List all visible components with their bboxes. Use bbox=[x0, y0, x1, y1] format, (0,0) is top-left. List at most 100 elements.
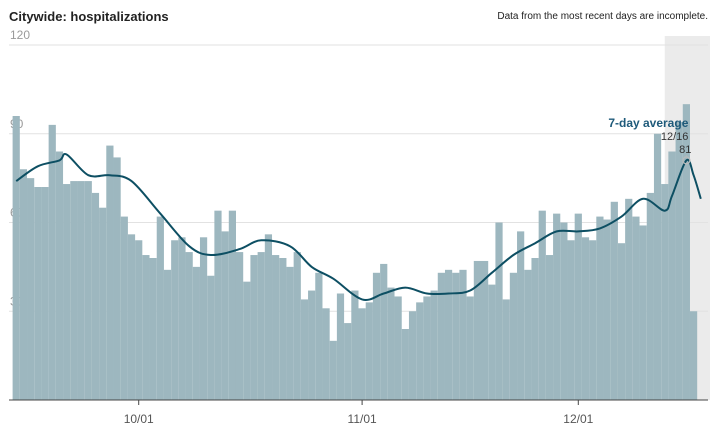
bar bbox=[63, 184, 71, 400]
incomplete-data-note: Data from the most recent days are incom… bbox=[497, 11, 708, 22]
bar bbox=[264, 234, 273, 400]
x-tick-label: 11/01 bbox=[348, 412, 377, 426]
bar bbox=[178, 237, 186, 400]
bar bbox=[387, 287, 395, 400]
bar bbox=[553, 213, 561, 400]
bar bbox=[668, 151, 676, 400]
bar bbox=[48, 124, 56, 400]
bar bbox=[192, 266, 200, 400]
bar bbox=[502, 299, 510, 400]
bar bbox=[358, 308, 366, 400]
bar bbox=[603, 219, 611, 400]
bar bbox=[473, 260, 482, 400]
bar bbox=[34, 187, 42, 400]
bar bbox=[293, 252, 301, 400]
bar bbox=[495, 222, 503, 400]
bar bbox=[135, 240, 143, 400]
bar bbox=[430, 290, 438, 400]
bar bbox=[163, 269, 172, 400]
bar bbox=[272, 255, 280, 400]
bar bbox=[517, 231, 525, 400]
bar bbox=[408, 311, 417, 400]
bar bbox=[250, 255, 258, 400]
bar bbox=[459, 269, 467, 400]
bar bbox=[401, 329, 409, 400]
bar bbox=[185, 252, 193, 400]
x-tick-label: 10/01 bbox=[124, 412, 154, 426]
bar bbox=[344, 323, 352, 400]
bar bbox=[228, 210, 236, 400]
bar bbox=[596, 216, 604, 400]
bar bbox=[156, 216, 164, 400]
bar bbox=[625, 198, 633, 400]
bar bbox=[70, 181, 78, 400]
bar bbox=[488, 284, 496, 400]
bar bbox=[610, 201, 618, 400]
bar bbox=[171, 240, 179, 400]
bar bbox=[235, 252, 244, 400]
bar bbox=[661, 184, 669, 400]
bar bbox=[639, 225, 647, 400]
bar bbox=[423, 296, 431, 400]
bar bbox=[372, 272, 381, 400]
bar bbox=[646, 192, 654, 400]
bar bbox=[149, 258, 157, 400]
bar bbox=[653, 133, 662, 400]
bar bbox=[589, 240, 597, 400]
bar bbox=[12, 116, 20, 400]
bar bbox=[214, 210, 222, 400]
bar bbox=[27, 178, 35, 400]
bar bbox=[207, 275, 215, 400]
bar bbox=[91, 192, 100, 400]
bar bbox=[682, 104, 690, 401]
bar bbox=[336, 293, 345, 400]
bar bbox=[524, 269, 532, 400]
bar bbox=[142, 255, 150, 400]
bar bbox=[538, 210, 546, 400]
bar bbox=[545, 255, 554, 400]
bar bbox=[77, 181, 85, 400]
bar bbox=[689, 311, 698, 400]
x-tick-label: 12/01 bbox=[563, 412, 593, 426]
bar bbox=[560, 222, 568, 400]
seven-day-average-line bbox=[15, 152, 702, 301]
bar bbox=[329, 340, 337, 400]
bar bbox=[221, 231, 229, 400]
bar bbox=[394, 296, 402, 400]
bar bbox=[113, 157, 121, 400]
bar bbox=[380, 263, 388, 400]
bar bbox=[55, 151, 64, 400]
bar bbox=[300, 299, 309, 400]
bar bbox=[106, 145, 114, 400]
bar bbox=[308, 290, 316, 400]
bar bbox=[481, 260, 489, 400]
y-tick-label: 120 bbox=[10, 28, 30, 42]
bar bbox=[351, 290, 359, 400]
chart-title: Citywide: hospitalizations bbox=[9, 9, 169, 24]
bar bbox=[365, 302, 373, 400]
bar bbox=[581, 237, 590, 400]
annotation-value: 81 bbox=[679, 144, 691, 156]
bar bbox=[19, 169, 28, 400]
bar bbox=[84, 181, 92, 400]
bar bbox=[466, 296, 474, 400]
bar bbox=[315, 272, 323, 400]
bar bbox=[509, 272, 518, 400]
bar bbox=[99, 207, 107, 400]
bar bbox=[279, 258, 287, 400]
bar bbox=[632, 216, 640, 400]
bar bbox=[437, 272, 445, 400]
annotation-date: 12/16 bbox=[661, 131, 689, 143]
bar bbox=[243, 281, 251, 400]
annotation-marker bbox=[682, 156, 691, 165]
bar bbox=[452, 272, 460, 400]
annotation-title: 7-day average bbox=[608, 116, 688, 130]
bar bbox=[257, 252, 265, 400]
bar bbox=[617, 243, 626, 400]
bar bbox=[444, 269, 453, 400]
bar bbox=[416, 302, 424, 400]
bar bbox=[531, 258, 539, 400]
bar bbox=[574, 213, 582, 400]
